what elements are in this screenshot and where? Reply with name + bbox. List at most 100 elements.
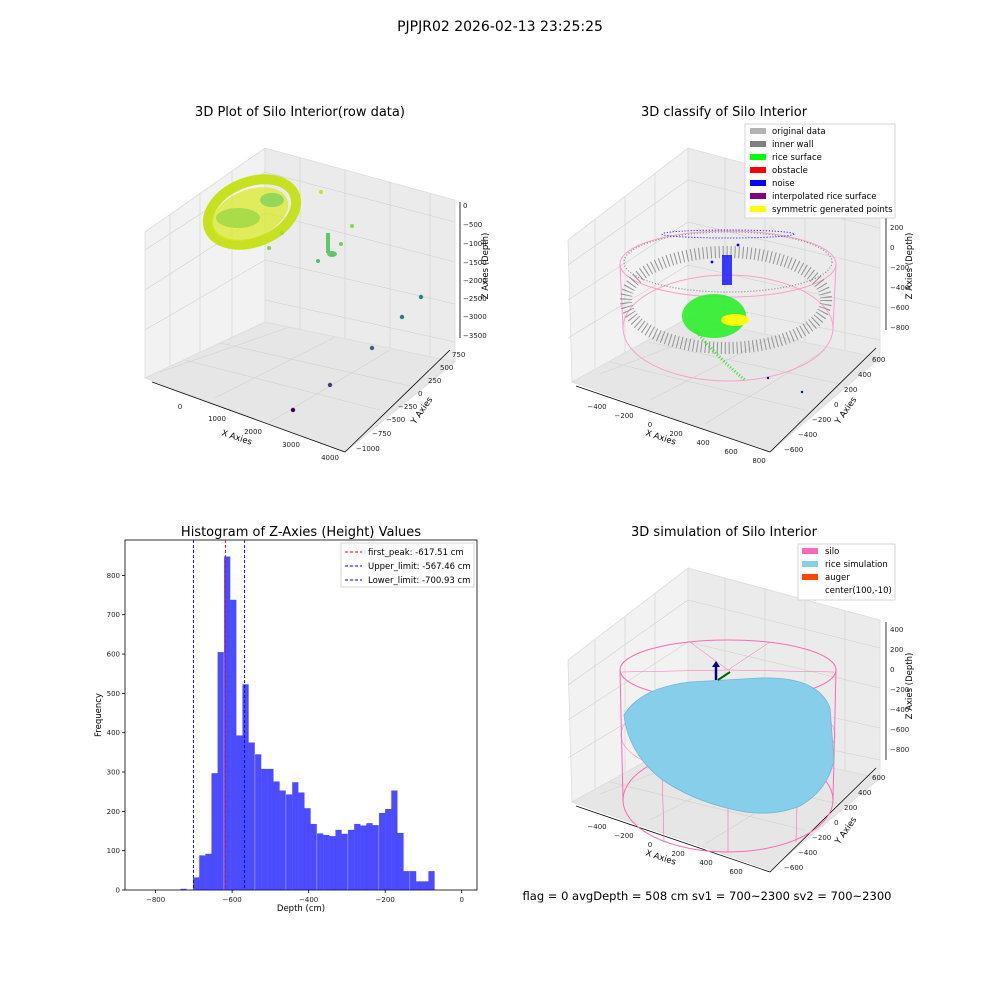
- histogram-x-tick-label: −200: [376, 896, 395, 904]
- histogram-bar: [403, 871, 410, 890]
- svg-text:200: 200: [671, 850, 684, 858]
- histogram-reference-lines: [193, 540, 246, 890]
- svg-text:−200: −200: [890, 686, 909, 694]
- legend-first-peak: first_peak: -617.51 cm: [368, 548, 464, 558]
- simulation-3d-panel: 3D simulation of Silo Interior: [567, 525, 915, 876]
- histogram-bar: [217, 652, 224, 890]
- histogram-bar: [248, 742, 255, 890]
- histogram-bar: [310, 823, 317, 890]
- svg-text:−200: −200: [890, 264, 909, 272]
- svg-text:1000: 1000: [208, 415, 226, 423]
- histogram-bars: [180, 556, 435, 890]
- histogram-bar: [360, 825, 367, 890]
- svg-text:rice surface: rice surface: [772, 153, 822, 163]
- histogram-y-tick-label: 200: [107, 808, 120, 816]
- classify-floor-pane: [571, 317, 881, 453]
- histogram-bar: [379, 812, 386, 890]
- histogram-bar: [391, 790, 398, 890]
- svg-text:400: 400: [858, 789, 871, 797]
- histogram-bar: [335, 829, 342, 890]
- histogram-bar: [180, 888, 187, 890]
- svg-text:0: 0: [890, 666, 894, 674]
- svg-text:600: 600: [729, 868, 742, 876]
- svg-text:−3000: −3000: [463, 313, 487, 321]
- raw-y-axis: [344, 349, 451, 453]
- svg-text:−400: −400: [798, 431, 817, 439]
- classify-point-cloud: [619, 229, 837, 394]
- histogram-bar: [428, 871, 435, 890]
- histogram-bar: [329, 836, 336, 890]
- svg-text:obstacle: obstacle: [772, 166, 808, 176]
- svg-text:0: 0: [890, 244, 894, 252]
- histogram-panel: Histogram of Z-Axies (Height) Values −80…: [94, 525, 478, 914]
- svg-text:−600: −600: [784, 864, 803, 872]
- histogram-bar: [304, 808, 311, 890]
- svg-text:−500: −500: [463, 221, 482, 229]
- histogram-y-tick-label: 500: [107, 690, 120, 698]
- histogram-y-ticks: 0 100 200 300 400 500 600 700 800: [107, 572, 125, 895]
- histogram-bar: [211, 773, 218, 890]
- histogram-bar: [292, 782, 299, 890]
- svg-text:200: 200: [844, 804, 857, 812]
- svg-text:rice simulation: rice simulation: [825, 560, 888, 570]
- svg-text:−800: −800: [890, 324, 909, 332]
- histogram-x-tick-label: 0: [459, 896, 463, 904]
- svg-text:0: 0: [648, 421, 652, 429]
- histogram-bar: [199, 855, 206, 890]
- classify-z-ticks: 200 0 −200 −400 −600 −800: [890, 224, 909, 332]
- histogram-x-label: Depth (cm): [277, 904, 325, 914]
- classify-z-label: Z Axies (Depth): [905, 233, 915, 300]
- svg-text:−3500: −3500: [463, 332, 487, 340]
- histogram-x-tick-label: −600: [223, 896, 242, 904]
- sim-z-ticks: 400 200 0 −200 −400 −600 −800: [890, 626, 909, 754]
- histogram-bar: [341, 833, 348, 890]
- svg-text:200: 200: [890, 646, 903, 654]
- histogram-bar: [385, 808, 392, 890]
- histogram-bar: [224, 556, 231, 890]
- classify-legend: original data inner wall rice surface ob…: [744, 123, 896, 219]
- histogram-bar: [422, 881, 429, 890]
- svg-text:0: 0: [178, 403, 182, 411]
- svg-text:400: 400: [699, 859, 712, 867]
- histogram-bar: [397, 832, 404, 890]
- svg-text:−200: −200: [614, 412, 633, 420]
- raw-x-ticks: 0 1000 2000 3000 4000: [178, 403, 339, 462]
- svg-text:symmetric generated points: symmetric generated points: [772, 205, 893, 215]
- histogram-bar: [416, 881, 423, 890]
- svg-text:−200: −200: [812, 416, 831, 424]
- histogram-y-label: Frequency: [94, 693, 104, 737]
- histogram-bar: [286, 794, 293, 890]
- histogram-legend: first_peak: -617.51 cm Upper_limit: -567…: [340, 542, 475, 588]
- svg-text:interpolated rice surface: interpolated rice surface: [772, 192, 877, 202]
- svg-text:0: 0: [834, 819, 838, 827]
- svg-text:800: 800: [752, 457, 765, 465]
- svg-text:0: 0: [648, 841, 652, 849]
- svg-text:−500: −500: [386, 416, 405, 424]
- svg-text:silo: silo: [825, 547, 839, 557]
- svg-text:400: 400: [696, 439, 709, 447]
- histogram-bar: [205, 853, 212, 890]
- simulation-legend: silo rice simulation auger center(100,-1…: [797, 543, 896, 601]
- histogram-bar: [348, 829, 355, 890]
- svg-text:250: 250: [428, 377, 441, 385]
- histogram-x-tick-label: −800: [146, 896, 165, 904]
- svg-text:−250: −250: [398, 403, 417, 411]
- histogram-bar: [193, 877, 200, 890]
- simulation-panel-title: 3D simulation of Silo Interior: [631, 525, 818, 540]
- histogram-y-tick-label: 800: [107, 572, 120, 580]
- svg-text:4000: 4000: [321, 454, 339, 462]
- histogram-x-ticks: −800 −600 −400 −200 0: [146, 890, 464, 904]
- histogram-bar: [230, 599, 237, 890]
- svg-text:−400: −400: [587, 823, 606, 831]
- classify-y-axis: [769, 347, 877, 453]
- classify-panel-title: 3D classify of Silo Interior: [641, 105, 808, 120]
- svg-text:noise: noise: [772, 179, 795, 189]
- sim-z-label: Z Axies (Depth): [905, 653, 915, 720]
- svg-text:−1000: −1000: [356, 445, 380, 453]
- svg-text:−1500: −1500: [463, 259, 487, 267]
- histogram-bar: [242, 684, 249, 890]
- raw-point-cloud: [202, 174, 424, 413]
- histogram-y-tick-label: 700: [107, 611, 120, 619]
- svg-text:2000: 2000: [244, 428, 262, 436]
- svg-text:−2500: −2500: [463, 295, 487, 303]
